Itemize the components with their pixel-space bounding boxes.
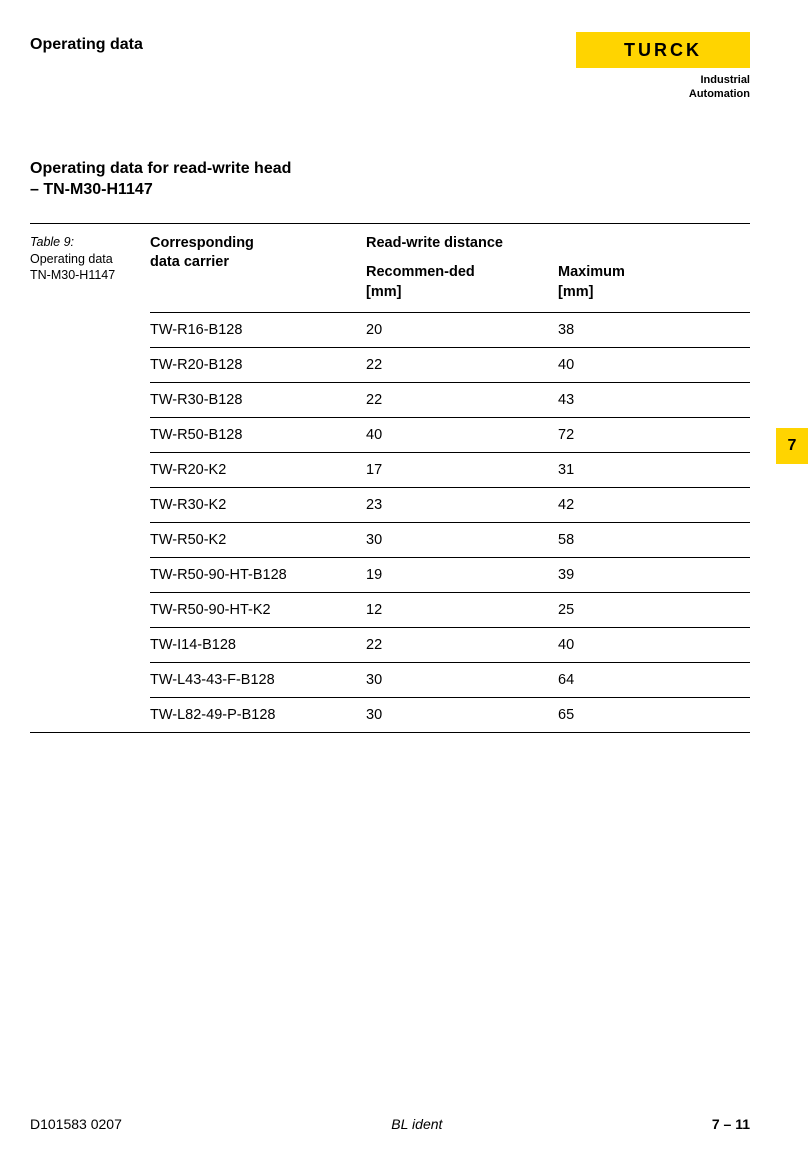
cell-carrier: TW-R30-B128 <box>150 383 366 418</box>
table-row: TW-R30-B1282243 <box>150 383 750 418</box>
cell-maximum: 65 <box>558 698 750 733</box>
th-max-l1: Maximum <box>558 264 625 280</box>
cell-recommended: 22 <box>366 628 558 663</box>
table-row: TW-R20-B1282240 <box>150 348 750 383</box>
th-rec-l2: [mm] <box>366 284 401 300</box>
cell-carrier: TW-R16-B128 <box>150 313 366 348</box>
cell-recommended: 23 <box>366 488 558 523</box>
cell-carrier: TW-R50-90-HT-K2 <box>150 593 366 628</box>
section-heading-line2: – TN-M30-H1147 <box>30 181 153 198</box>
cell-recommended: 30 <box>366 663 558 698</box>
cell-maximum: 31 <box>558 453 750 488</box>
th-rec-l1: Recommen-ded <box>366 264 475 280</box>
logo-sub-line1: Industrial <box>700 74 750 86</box>
th-carrier: Corresponding data carrier <box>150 224 366 313</box>
table-row: TW-L43-43-F-B1283064 <box>150 663 750 698</box>
data-table-wrap: Corresponding data carrier Read-write di… <box>150 224 750 733</box>
logo-subtitle: Industrial Automation <box>689 74 750 102</box>
cell-carrier: TW-L82-49-P-B128 <box>150 698 366 733</box>
cell-maximum: 43 <box>558 383 750 418</box>
table-row: TW-R50-B1284072 <box>150 418 750 453</box>
cell-carrier: TW-R50-K2 <box>150 523 366 558</box>
cell-carrier: TW-R30-K2 <box>150 488 366 523</box>
table-row: TW-R50-90-HT-K21225 <box>150 593 750 628</box>
footer-pagenum: 7 – 11 <box>712 1116 750 1132</box>
cell-carrier: TW-I14-B128 <box>150 628 366 663</box>
cell-recommended: 12 <box>366 593 558 628</box>
brand-logo: TURCK Industrial Automation <box>576 32 750 102</box>
chapter-tab: 7 <box>776 428 808 464</box>
cell-recommended: 30 <box>366 698 558 733</box>
cell-recommended: 40 <box>366 418 558 453</box>
cell-carrier: TW-L43-43-F-B128 <box>150 663 366 698</box>
cell-carrier: TW-R20-K2 <box>150 453 366 488</box>
cell-recommended: 17 <box>366 453 558 488</box>
section-heading: Operating data for read-write head – TN-… <box>30 158 750 201</box>
cell-maximum: 40 <box>558 628 750 663</box>
cell-recommended: 30 <box>366 523 558 558</box>
cell-carrier: TW-R50-90-HT-B128 <box>150 558 366 593</box>
cell-maximum: 42 <box>558 488 750 523</box>
section-heading-line1: Operating data for read-write head <box>30 160 291 177</box>
cell-maximum: 25 <box>558 593 750 628</box>
table-row: TW-R16-B1282038 <box>150 313 750 348</box>
table-row: TW-R50-90-HT-B1281939 <box>150 558 750 593</box>
caption-line1: Table 9: <box>30 235 74 249</box>
cell-maximum: 64 <box>558 663 750 698</box>
footer-docnum: D101583 0207 <box>30 1116 122 1132</box>
th-carrier-l2: data carrier <box>150 254 229 270</box>
cell-carrier: TW-R50-B128 <box>150 418 366 453</box>
th-maximum: Maximum [mm] <box>558 263 750 313</box>
th-recommended: Recommen-ded [mm] <box>366 263 558 313</box>
table-row: TW-I14-B1282240 <box>150 628 750 663</box>
content-row: Table 9: Operating data TN-M30-H1147 Cor… <box>30 223 750 734</box>
th-distance-span: Read-write distance <box>366 224 750 264</box>
logo-badge: TURCK <box>576 32 750 68</box>
th-carrier-l1: Corresponding <box>150 235 254 251</box>
cell-maximum: 39 <box>558 558 750 593</box>
table-row: TW-R30-K22342 <box>150 488 750 523</box>
cell-recommended: 22 <box>366 383 558 418</box>
header: Operating data TURCK Industrial Automati… <box>30 32 750 102</box>
logo-sub-line2: Automation <box>689 88 750 100</box>
cell-recommended: 22 <box>366 348 558 383</box>
table-row: TW-R20-K21731 <box>150 453 750 488</box>
cell-recommended: 19 <box>366 558 558 593</box>
caption-line2: Operating data <box>30 252 113 266</box>
caption-line3: TN-M30-H1147 <box>30 268 115 282</box>
logo-text: TURCK <box>624 40 702 61</box>
table-row: TW-L82-49-P-B1283065 <box>150 698 750 733</box>
cell-maximum: 58 <box>558 523 750 558</box>
cell-maximum: 72 <box>558 418 750 453</box>
page-footer: D101583 0207 BL ident 7 – 11 <box>30 1116 750 1132</box>
table-caption: Table 9: Operating data TN-M30-H1147 <box>30 224 150 733</box>
cell-maximum: 38 <box>558 313 750 348</box>
th-max-l2: [mm] <box>558 284 593 300</box>
footer-product: BL ident <box>391 1116 442 1132</box>
cell-recommended: 20 <box>366 313 558 348</box>
page-title: Operating data <box>30 32 143 54</box>
cell-maximum: 40 <box>558 348 750 383</box>
data-table: Corresponding data carrier Read-write di… <box>150 224 750 733</box>
cell-carrier: TW-R20-B128 <box>150 348 366 383</box>
table-row: TW-R50-K23058 <box>150 523 750 558</box>
